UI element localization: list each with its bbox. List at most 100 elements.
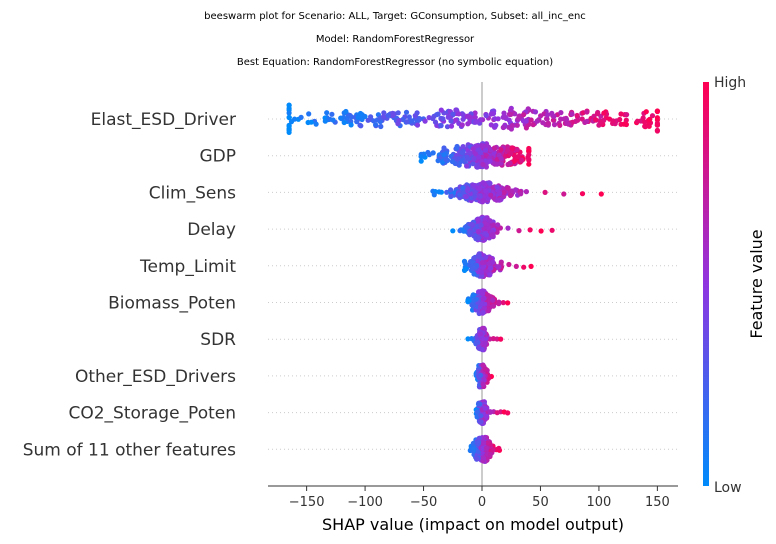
shap-point <box>498 147 504 153</box>
shap-point <box>579 191 586 197</box>
shap-point <box>487 451 494 457</box>
x-tick-label: −150 <box>289 495 325 510</box>
shap-point <box>491 145 498 151</box>
shap-point <box>465 186 471 192</box>
shap-point <box>549 227 555 233</box>
shap-point <box>400 116 406 123</box>
shap-point <box>504 147 511 154</box>
shap-point <box>482 405 488 411</box>
feature-label: Clim_Sens <box>149 183 236 203</box>
shap-point <box>478 331 484 337</box>
shap-point <box>623 121 630 128</box>
shap-point <box>472 193 478 199</box>
shap-point <box>498 336 504 342</box>
shap-point <box>617 116 623 123</box>
shap-point <box>464 163 470 169</box>
shap-point <box>341 119 347 126</box>
shap-point <box>480 161 486 168</box>
shap-point <box>305 119 311 126</box>
shap-point <box>436 189 442 195</box>
shap-point <box>593 117 599 123</box>
shap-point <box>480 296 486 302</box>
shap-point <box>488 265 494 271</box>
shap-point <box>520 118 527 124</box>
shap-point <box>378 123 384 130</box>
shap-point <box>322 118 328 124</box>
shap-point <box>418 154 424 160</box>
shap-point <box>505 185 511 191</box>
shap-point <box>476 235 482 241</box>
feature-label: Other_ESD_Drivers <box>75 367 236 387</box>
row-gridlines <box>268 118 678 450</box>
shap-point <box>377 119 383 125</box>
shap-point <box>456 111 462 117</box>
shap-point <box>481 305 487 312</box>
shap-point <box>508 151 514 157</box>
shap-point <box>440 116 446 122</box>
shap-point <box>395 121 401 127</box>
shap-point <box>480 309 486 316</box>
shap-point <box>480 362 486 368</box>
shap-point <box>470 292 476 298</box>
shap-point <box>490 259 496 265</box>
shap-point <box>649 113 656 119</box>
shap-point <box>409 118 415 124</box>
shap-point <box>418 158 424 164</box>
shap-point <box>286 110 292 116</box>
shap-point <box>479 260 486 266</box>
shap-point <box>496 445 502 451</box>
shap-point <box>286 129 292 135</box>
shap-point <box>540 120 546 126</box>
shap-point <box>538 228 544 234</box>
shap-point <box>549 110 555 116</box>
feature-labels: Elast_ESD_Driver GDP Clim_Sens Delay Temp_Li… <box>23 110 237 460</box>
shap-point <box>623 117 629 123</box>
shap-point <box>544 112 551 118</box>
shap-point <box>476 193 482 199</box>
shap-point <box>557 122 563 128</box>
shap-point <box>530 122 536 128</box>
shap-point <box>512 187 519 193</box>
shap-point <box>358 123 364 129</box>
shap-point <box>505 300 511 306</box>
shap-point <box>496 301 502 307</box>
feature-label: Delay <box>187 220 236 240</box>
shap-point <box>574 112 580 119</box>
shap-point <box>473 296 479 302</box>
shap-point <box>385 112 391 118</box>
shap-point <box>501 193 507 200</box>
shap-point <box>373 122 379 128</box>
shap-point <box>381 113 387 119</box>
x-axis-ticks: −150 −100 −50 0 50 100 150 <box>289 486 670 510</box>
shap-point <box>476 154 482 160</box>
shap-point <box>483 112 489 119</box>
shap-point <box>481 377 487 383</box>
shap-point <box>480 455 486 461</box>
shap-point <box>354 119 360 125</box>
shap-point <box>441 152 447 158</box>
shap-point <box>370 118 377 124</box>
feature-label: CO2_Storage_Poten <box>68 404 236 424</box>
shap-point <box>343 108 349 115</box>
shap-point <box>452 117 459 123</box>
x-axis-label: SHAP value (impact on model output) <box>322 515 624 534</box>
colorbar-high-label: High <box>714 75 746 91</box>
shap-point <box>598 119 604 125</box>
shap-point <box>470 146 476 152</box>
shap-point <box>487 272 493 278</box>
shap-point <box>508 189 514 195</box>
shap-point <box>584 118 590 124</box>
shap-point <box>516 228 522 234</box>
shap-point <box>476 435 482 441</box>
shap-point <box>495 116 501 122</box>
shap-point <box>483 147 489 153</box>
shap-point <box>470 161 476 167</box>
shap-point <box>473 262 480 268</box>
shap-point <box>330 117 336 123</box>
shap-point <box>477 401 483 407</box>
shap-point <box>485 225 491 231</box>
shap-point <box>465 121 471 127</box>
shap-point <box>463 225 469 231</box>
shap-point <box>471 271 477 277</box>
shap-point <box>362 113 368 120</box>
